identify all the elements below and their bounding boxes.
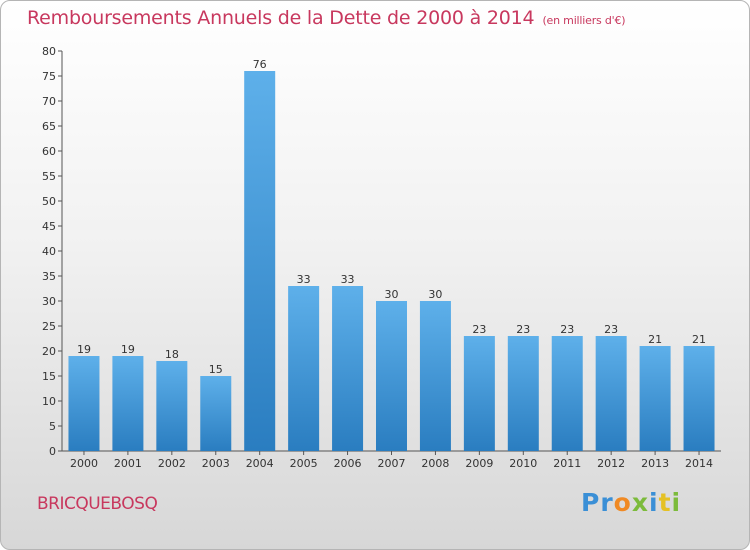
y-tick-label: 30 — [42, 295, 56, 308]
x-tick-label: 2014 — [685, 457, 713, 470]
y-tick-label: 25 — [42, 320, 56, 333]
y-tick-label: 10 — [42, 395, 56, 408]
bar — [419, 301, 451, 451]
bar-value-label: 19 — [77, 343, 91, 356]
bar — [595, 336, 627, 451]
bars — [68, 71, 715, 451]
bar — [244, 71, 276, 451]
y-tick-label: 5 — [49, 420, 56, 433]
x-tick-label: 2011 — [553, 457, 581, 470]
chart-title-text: Remboursements Annuels de la Dette de 20… — [27, 7, 535, 29]
bar — [376, 301, 407, 451]
logo-part: i — [648, 488, 659, 517]
y-tick-label: 20 — [42, 345, 56, 358]
bar-value-label: 23 — [472, 323, 486, 336]
x-tick-label: 2009 — [465, 457, 493, 470]
commune-name: BRICQUEBOSQ — [37, 494, 158, 514]
bar-value-label: 21 — [692, 333, 706, 346]
bar-value-label: 21 — [648, 333, 662, 346]
logo-part: i — [671, 488, 682, 517]
x-tick-label: 2008 — [421, 457, 449, 470]
bar — [463, 336, 495, 451]
bar — [683, 346, 715, 451]
y-axis: 0 5 10 15 20 25 30 35 40 45 50 55 60 65 70 75 80 — [42, 45, 63, 458]
x-tick-label: 2002 — [158, 457, 186, 470]
y-tick-label: 40 — [42, 245, 56, 258]
bar-value-label: 23 — [516, 323, 530, 336]
y-tick-label: 65 — [42, 120, 56, 133]
x-tick-label: 2004 — [246, 457, 274, 470]
proxiti-logo[interactable]: Proxiti — [581, 488, 681, 517]
bar-value-label: 33 — [297, 273, 311, 286]
x-tick-label: 2000 — [70, 457, 98, 470]
logo-part: t — [658, 488, 672, 517]
y-tick-label: 0 — [49, 445, 56, 458]
bar — [551, 336, 583, 451]
y-tick-label: 50 — [42, 195, 56, 208]
bar-value-label: 19 — [121, 343, 135, 356]
bar — [332, 286, 364, 451]
bar-value-label: 30 — [428, 288, 442, 301]
y-tick-label: 70 — [42, 95, 56, 108]
y-tick-label: 80 — [42, 45, 56, 58]
y-tick-label: 55 — [42, 170, 56, 183]
x-tick-label: 2007 — [378, 457, 406, 470]
bar — [200, 376, 232, 451]
y-tick-label: 35 — [42, 270, 56, 283]
x-tick-label: 2012 — [597, 457, 625, 470]
bar — [156, 361, 188, 451]
y-tick-label: 15 — [42, 370, 56, 383]
bar-value-label: 33 — [341, 273, 355, 286]
x-tick-label: 2001 — [114, 457, 142, 470]
bar-value-label: 18 — [165, 348, 179, 361]
bar-value-label: 15 — [209, 363, 223, 376]
chart-subtitle: (en milliers d'€) — [542, 14, 626, 27]
bar — [639, 346, 671, 451]
bar — [112, 356, 144, 451]
bar — [507, 336, 539, 451]
x-axis: 2000 2001 2002 2003 2004 2005 2006 2007 2008 2009… — [62, 450, 721, 470]
x-tick-label: 2005 — [290, 457, 318, 470]
y-tick-label: 75 — [42, 70, 56, 83]
logo-part: Pr — [581, 488, 614, 517]
bar-value-label: 30 — [385, 288, 399, 301]
x-tick-label: 2013 — [641, 457, 669, 470]
logo-part: o — [613, 488, 632, 517]
x-tick-label: 2010 — [509, 457, 537, 470]
bar — [288, 286, 320, 451]
bar-value-label: 76 — [253, 58, 267, 71]
y-tick-label: 60 — [42, 145, 56, 158]
bar-value-label: 23 — [560, 323, 574, 336]
data-labels: 19 19 18 15 76 33 33 30 30 23 23 23 23 21 21 — [77, 58, 706, 376]
y-tick-label: 45 — [42, 220, 56, 233]
chart-title: Remboursements Annuels de la Dette de 20… — [27, 7, 626, 29]
x-tick-label: 2003 — [202, 457, 230, 470]
x-tick-label: 2006 — [334, 457, 362, 470]
bar — [68, 356, 100, 451]
bar-value-label: 23 — [604, 323, 618, 336]
logo-part: x — [631, 488, 649, 517]
